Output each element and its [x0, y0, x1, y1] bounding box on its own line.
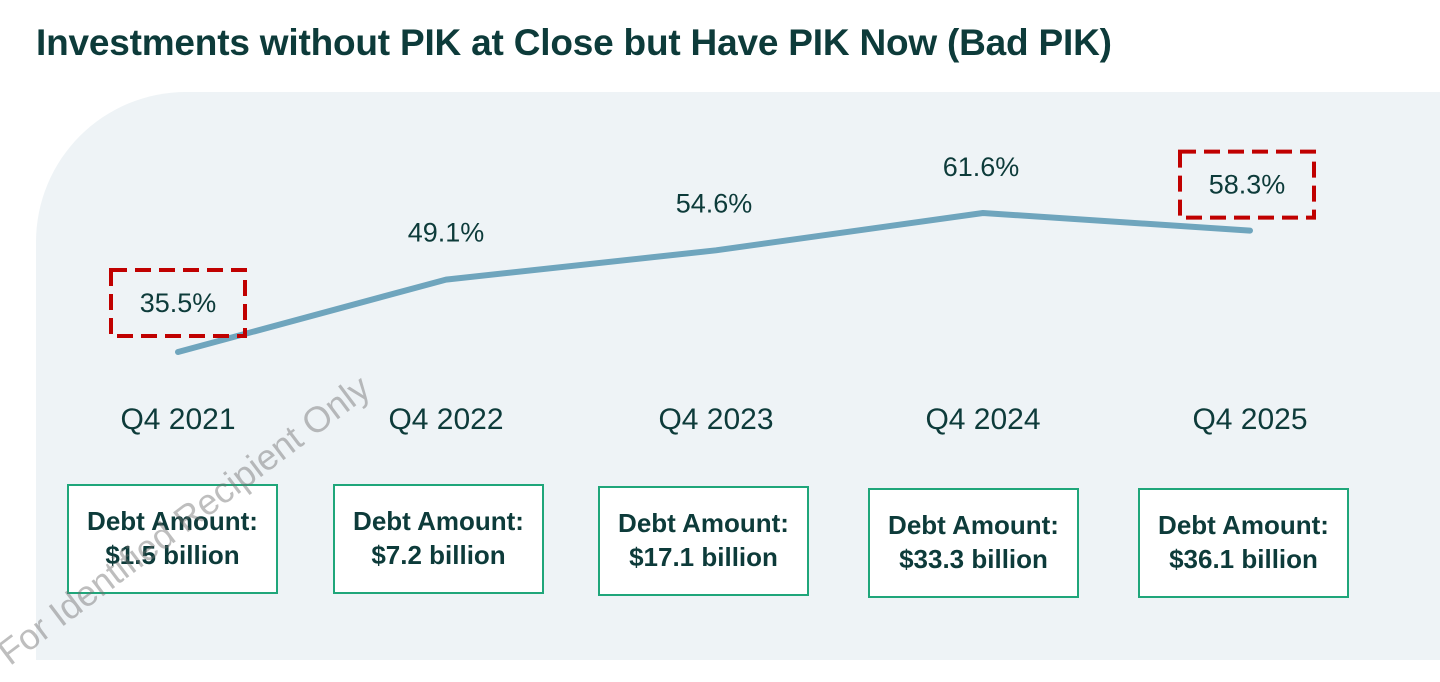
- debt-amount-label: Debt Amount:: [888, 510, 1059, 541]
- category-label: Q4 2021: [120, 403, 235, 436]
- category-label: Q4 2023: [658, 403, 773, 436]
- category-label: Q4 2025: [1192, 403, 1307, 436]
- data-label: 61.6%: [943, 152, 1020, 182]
- debt-amount-label: Debt Amount:: [1158, 510, 1329, 541]
- debt-amount-box: Debt Amount: $7.2 billion: [333, 484, 544, 594]
- debt-amount-label: Debt Amount:: [353, 506, 524, 537]
- highlight-callout: [109, 268, 247, 338]
- debt-amount-value: $17.1 billion: [629, 542, 778, 572]
- highlight-callout: [1178, 149, 1316, 220]
- debt-amount-value: $36.1 billion: [1169, 544, 1318, 574]
- data-label: 58.3%: [1209, 170, 1286, 200]
- chart-title: Investments without PIK at Close but Hav…: [36, 22, 1112, 63]
- data-label: 49.1%: [408, 218, 485, 248]
- debt-amount-value: $7.2 billion: [371, 540, 506, 570]
- category-label: Q4 2024: [925, 403, 1040, 436]
- series-line: [175, 210, 1253, 355]
- debt-amount-box: Debt Amount: $33.3 billion: [868, 488, 1079, 598]
- debt-amount-box: Debt Amount: $1.5 billion: [67, 484, 278, 594]
- debt-amount-box: Debt Amount: $17.1 billion: [598, 486, 809, 596]
- debt-amount-box: Debt Amount: $36.1 billion: [1138, 488, 1349, 598]
- debt-amount-label: Debt Amount:: [87, 506, 258, 537]
- debt-amount-label: Debt Amount:: [618, 508, 789, 539]
- category-label: Q4 2022: [388, 403, 503, 436]
- debt-amount-value: $1.5 billion: [105, 540, 240, 570]
- debt-amount-value: $33.3 billion: [899, 544, 1048, 574]
- data-label: 54.6%: [676, 188, 753, 218]
- data-label: 35.5%: [140, 288, 217, 318]
